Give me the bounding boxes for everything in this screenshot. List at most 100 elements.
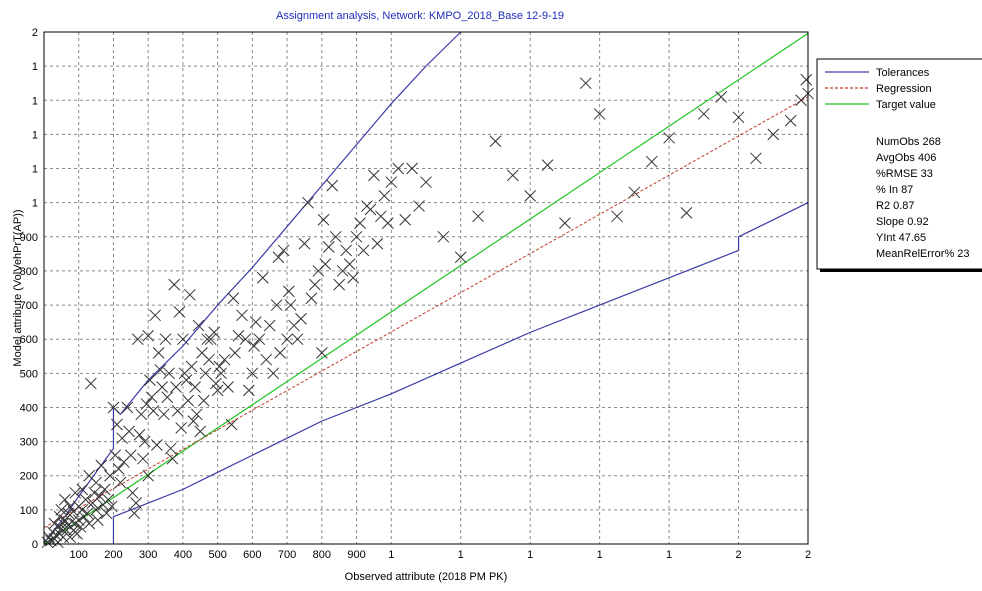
data-point bbox=[406, 162, 418, 175]
data-point bbox=[368, 169, 380, 182]
data-point bbox=[170, 381, 182, 393]
data-point bbox=[227, 292, 240, 305]
data-point bbox=[85, 377, 97, 390]
data-point bbox=[322, 241, 335, 253]
x-tick-label: 300 bbox=[139, 549, 157, 561]
data-point bbox=[137, 452, 149, 465]
data-point bbox=[784, 114, 797, 127]
data-point bbox=[192, 319, 205, 332]
data-points bbox=[41, 73, 814, 549]
data-point bbox=[159, 333, 172, 346]
legend-stat: R2 0.87 bbox=[876, 200, 915, 212]
data-point bbox=[593, 108, 606, 120]
legend-label: Tolerances bbox=[876, 67, 930, 79]
data-point bbox=[281, 333, 293, 346]
data-point bbox=[126, 486, 139, 499]
data-point bbox=[541, 159, 554, 171]
data-point bbox=[124, 449, 137, 462]
data-point bbox=[90, 476, 102, 489]
y-tick-label: 500 bbox=[20, 368, 38, 380]
data-point bbox=[274, 346, 286, 359]
legend-stat: MeanRelError% 23 bbox=[876, 248, 970, 260]
y-tick-label: 2 bbox=[32, 27, 38, 39]
data-point bbox=[291, 333, 304, 346]
legend-stat: %RMSE 33 bbox=[876, 168, 933, 180]
data-point bbox=[64, 531, 76, 544]
x-tick-label: 1 bbox=[527, 549, 533, 561]
y-tick-label: 1 bbox=[32, 95, 38, 107]
legend-stat: NumObs 268 bbox=[876, 136, 941, 148]
legend-stat: Slope 0.92 bbox=[876, 216, 929, 228]
data-point bbox=[364, 203, 377, 216]
data-point bbox=[697, 108, 710, 120]
data-point bbox=[135, 408, 148, 421]
x-tick-label: 800 bbox=[313, 549, 331, 561]
data-point bbox=[123, 425, 135, 438]
y-tick-label: 700 bbox=[20, 300, 38, 312]
x-axis-label: Observed attribute (2018 PM PK) bbox=[345, 571, 508, 583]
data-point bbox=[185, 360, 198, 373]
y-tick-label: 200 bbox=[20, 471, 38, 483]
data-point bbox=[284, 299, 297, 311]
data-point bbox=[128, 507, 141, 520]
legend: Tolerances Regression Target value NumObs … bbox=[816, 58, 982, 272]
data-point bbox=[184, 288, 196, 301]
x-tick-label: 200 bbox=[104, 549, 122, 561]
data-point bbox=[151, 439, 163, 451]
data-point bbox=[72, 514, 85, 526]
data-point bbox=[168, 278, 181, 291]
data-point bbox=[173, 306, 186, 318]
data-point bbox=[225, 418, 238, 431]
data-point bbox=[413, 200, 425, 212]
data-point bbox=[104, 469, 116, 482]
data-point bbox=[715, 90, 728, 103]
data-point bbox=[90, 504, 102, 516]
data-point bbox=[105, 500, 118, 513]
data-point bbox=[55, 504, 68, 516]
data-point bbox=[309, 278, 321, 291]
tolerance-upper-line bbox=[43, 31, 462, 545]
tick-labels: 100 200 300 400 500 600 700 800 900 1 1 1 1 1 2 2 0 100 20… bbox=[20, 27, 811, 561]
y-tick-label: 1 bbox=[32, 198, 38, 210]
data-point bbox=[81, 507, 94, 520]
x-tick-label: 600 bbox=[243, 549, 261, 561]
data-point bbox=[91, 514, 104, 526]
y-axis-label: Model attribute (VolVehPrT(AP)) bbox=[12, 209, 24, 366]
data-point bbox=[350, 230, 363, 243]
data-point bbox=[343, 258, 356, 270]
data-point bbox=[229, 346, 241, 359]
data-point bbox=[154, 364, 167, 376]
data-point bbox=[392, 162, 405, 175]
x-tick-label: 1 bbox=[597, 549, 603, 561]
data-point bbox=[326, 179, 339, 192]
data-point bbox=[315, 346, 328, 359]
data-point bbox=[800, 73, 813, 86]
y-tick-label: 900 bbox=[20, 232, 38, 244]
y-tick-label: 100 bbox=[20, 505, 38, 517]
data-point bbox=[437, 230, 450, 243]
y-tick-label: 0 bbox=[32, 539, 38, 551]
data-point bbox=[177, 333, 189, 346]
data-point bbox=[378, 189, 391, 202]
data-point bbox=[204, 333, 217, 346]
data-point bbox=[663, 131, 675, 144]
data-point bbox=[222, 381, 234, 393]
data-point bbox=[399, 213, 412, 226]
data-point bbox=[211, 384, 224, 397]
data-point bbox=[347, 271, 359, 284]
data-point bbox=[272, 251, 285, 264]
legend-stat: AvgObs 406 bbox=[876, 152, 936, 164]
data-point bbox=[381, 217, 394, 230]
data-point bbox=[732, 111, 745, 124]
data-point bbox=[88, 486, 101, 499]
data-point bbox=[152, 346, 165, 359]
legend-label: Target value bbox=[876, 99, 936, 111]
data-point bbox=[317, 213, 330, 226]
data-point bbox=[270, 299, 283, 311]
data-point bbox=[76, 504, 89, 516]
data-point bbox=[157, 408, 170, 421]
chart-title: Assignment analysis, Network: KMPO_2018_… bbox=[276, 10, 564, 22]
data-point bbox=[454, 251, 467, 264]
data-point bbox=[298, 237, 311, 250]
data-point bbox=[282, 285, 295, 298]
